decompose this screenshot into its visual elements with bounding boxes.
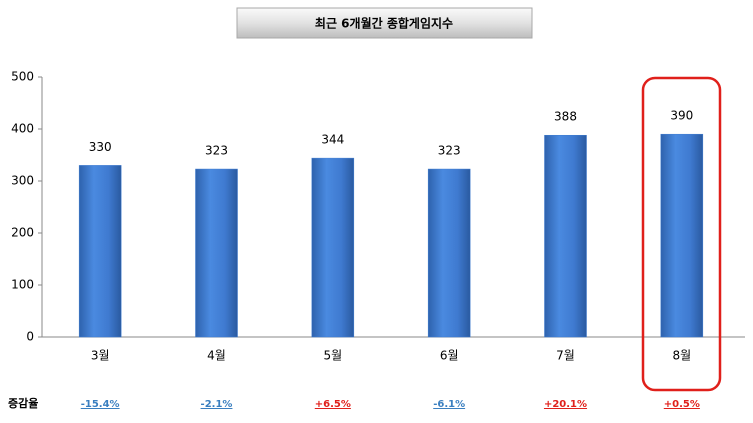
y-tick-label: 100 [11, 278, 34, 292]
x-tick-label: 3월 [91, 349, 110, 363]
x-tick-label: 6월 [440, 349, 459, 363]
title-box [236, 7, 533, 39]
data-label: 323 [205, 144, 228, 158]
highlight-box [641, 76, 722, 392]
data-label: 323 [438, 144, 461, 158]
x-tick-label: 8월 [672, 349, 691, 363]
x-tick-label: 4월 [207, 349, 226, 363]
change-row-label: 증감율 [8, 396, 38, 410]
data-label: 344 [321, 133, 344, 147]
bar [660, 133, 704, 338]
change-label: +0.5% [664, 399, 700, 410]
bar [195, 168, 238, 338]
data-label: 388 [554, 110, 577, 124]
chart-title: 최근 6개월간 종합게임지수 [315, 16, 453, 31]
y-tick-label: 200 [11, 226, 34, 240]
x-tick-label: 7월 [556, 349, 575, 363]
bar [78, 165, 122, 338]
y-tick-label: 300 [11, 174, 34, 188]
bar [544, 134, 587, 338]
change-label: -2.1% [201, 399, 233, 410]
change-label: +6.5% [315, 399, 351, 410]
change-label: -6.1% [433, 399, 465, 410]
data-label: 390 [670, 109, 693, 123]
data-label: 330 [89, 140, 112, 154]
y-tick-label: 0 [26, 330, 34, 344]
y-tick-label: 500 [11, 70, 34, 84]
bar [311, 157, 355, 338]
y-tick-label: 400 [11, 122, 34, 136]
change-label: +20.1% [544, 399, 587, 410]
x-tick-label: 5월 [323, 349, 342, 363]
bar [427, 168, 471, 338]
change-label: -15.4% [81, 399, 120, 410]
